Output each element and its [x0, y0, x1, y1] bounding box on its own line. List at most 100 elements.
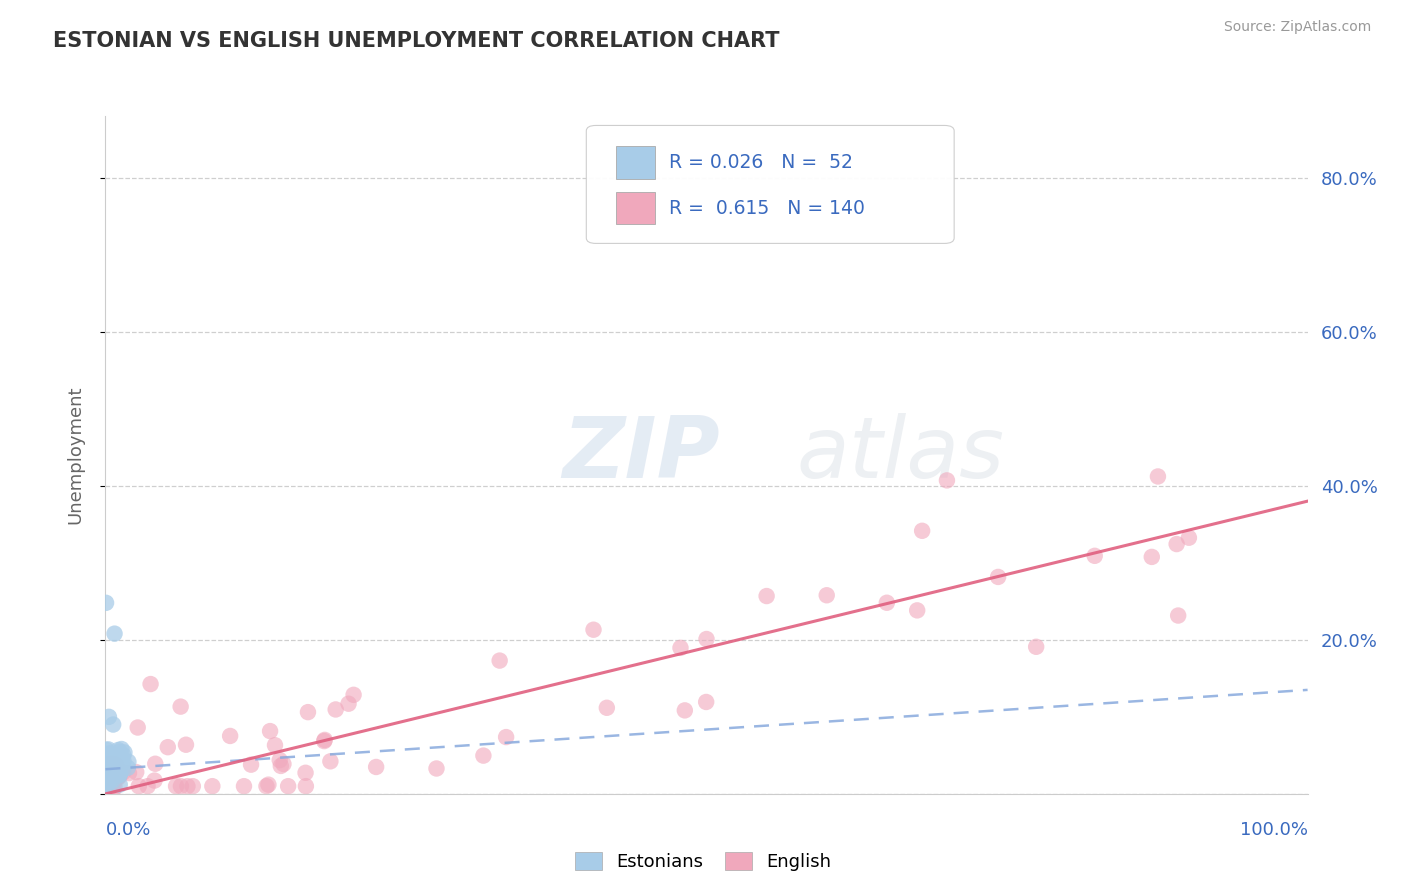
Point — [104, 752, 127, 766]
Point — [94, 771, 117, 785]
Point — [98, 774, 121, 789]
Text: R = 0.026   N =  52: R = 0.026 N = 52 — [669, 153, 853, 172]
Point — [97, 774, 120, 789]
Point — [101, 774, 124, 789]
Point — [94, 743, 117, 757]
Point — [319, 755, 342, 769]
Point — [97, 767, 120, 781]
Point — [1084, 549, 1107, 563]
Text: atlas: atlas — [797, 413, 1005, 497]
Point — [105, 772, 128, 786]
Point — [96, 776, 118, 790]
Point — [108, 767, 131, 781]
Point — [98, 774, 121, 789]
Point — [117, 761, 139, 775]
Point — [104, 780, 127, 795]
Point — [97, 780, 120, 794]
Point — [425, 762, 447, 776]
Point — [125, 765, 148, 780]
Point — [277, 779, 299, 793]
Point — [114, 746, 136, 760]
Point — [98, 778, 121, 792]
Point — [273, 756, 295, 771]
Point — [96, 775, 118, 789]
Point — [97, 772, 120, 787]
Point — [314, 732, 336, 747]
Point — [156, 740, 179, 755]
Point — [96, 756, 118, 771]
Y-axis label: Unemployment: Unemployment — [66, 385, 84, 524]
Point — [596, 700, 619, 714]
Point — [755, 589, 778, 603]
Point — [96, 780, 118, 795]
Point — [876, 596, 898, 610]
Point — [1166, 537, 1188, 551]
Point — [233, 779, 256, 793]
Point — [104, 757, 127, 772]
Point — [176, 779, 198, 793]
Point — [936, 474, 959, 488]
Point — [98, 759, 121, 773]
Point — [110, 742, 132, 756]
Point — [264, 738, 287, 752]
Point — [96, 772, 118, 787]
Point — [905, 603, 928, 617]
Point — [94, 773, 117, 788]
Point — [104, 772, 127, 786]
Point — [100, 756, 122, 771]
Point — [97, 779, 120, 793]
Point — [96, 748, 118, 763]
Point — [105, 768, 128, 782]
Point — [103, 772, 125, 787]
Point — [98, 766, 121, 780]
Point — [98, 763, 121, 777]
Point — [100, 773, 122, 788]
Point — [98, 775, 121, 789]
Point — [100, 763, 122, 777]
Point — [219, 729, 242, 743]
Point — [103, 761, 125, 775]
Point — [270, 759, 292, 773]
Point — [118, 766, 141, 780]
Point — [98, 773, 121, 788]
Text: ESTONIAN VS ENGLISH UNEMPLOYMENT CORRELATION CHART: ESTONIAN VS ENGLISH UNEMPLOYMENT CORRELA… — [53, 31, 780, 51]
Point — [101, 759, 124, 773]
Point — [94, 767, 117, 781]
Point — [143, 756, 166, 771]
Point — [100, 765, 122, 780]
Point — [94, 768, 117, 782]
Point — [96, 765, 118, 780]
Point — [1147, 469, 1170, 483]
Point — [94, 596, 117, 610]
Point — [94, 764, 117, 779]
Point — [97, 710, 120, 724]
Point — [96, 766, 118, 780]
Point — [97, 780, 120, 795]
Point — [582, 623, 605, 637]
Point — [174, 738, 197, 752]
Point — [94, 779, 117, 793]
Point — [103, 759, 125, 773]
FancyBboxPatch shape — [586, 126, 955, 244]
Point — [673, 703, 696, 717]
Point — [472, 748, 495, 763]
Point — [94, 758, 117, 772]
Point — [100, 749, 122, 764]
Point — [107, 753, 129, 767]
Point — [100, 747, 122, 761]
Point — [98, 777, 121, 791]
Point — [139, 677, 162, 691]
Point — [488, 654, 510, 668]
Point — [101, 717, 124, 731]
Point — [815, 588, 838, 602]
Point — [98, 768, 121, 782]
Point — [94, 766, 117, 780]
Point — [98, 770, 121, 784]
Point — [103, 778, 125, 792]
Point — [97, 759, 120, 773]
Point — [96, 761, 118, 775]
Point — [94, 760, 117, 774]
Point — [165, 779, 187, 793]
Point — [96, 756, 118, 771]
Point — [97, 763, 120, 777]
